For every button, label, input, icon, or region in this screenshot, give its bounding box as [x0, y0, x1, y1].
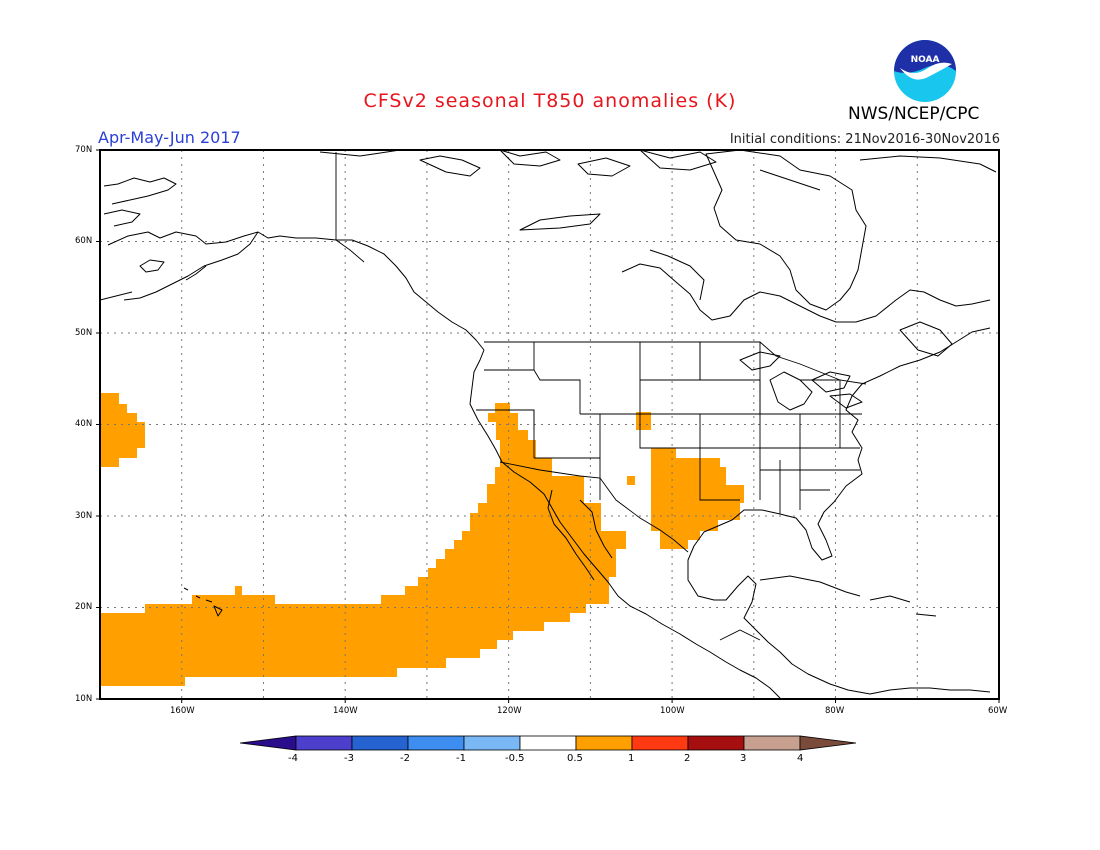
colorbar-label: 3: [740, 753, 747, 764]
lat-label: 60N: [75, 236, 93, 246]
lat-label: 30N: [75, 511, 93, 521]
colorbar: [239, 735, 857, 751]
political-borders: [335, 152, 867, 641]
colorbar-label: -4: [288, 753, 298, 764]
colorbar-label: 4: [797, 753, 804, 764]
colorbar-label: -0.5: [505, 753, 525, 764]
lat-label: 70N: [75, 145, 93, 155]
lon-label: 60W: [988, 706, 1008, 716]
anomaly-region: [100, 393, 744, 686]
logo-text: NOAA: [911, 55, 940, 65]
colorbar-segment: [575, 735, 633, 751]
colorbar-segment: [463, 735, 521, 751]
coastlines: [100, 150, 997, 699]
chart-title: CFSv2 seasonal T850 anomalies (K): [363, 90, 737, 112]
noaa-logo-icon: NOAA: [894, 40, 956, 102]
agency-label: NWS/NCEP/CPC: [848, 104, 980, 124]
colorbar-segment: [351, 735, 409, 751]
colorbar-arrow-right: [799, 735, 857, 751]
lat-label: 40N: [75, 419, 93, 429]
lat-label: 50N: [75, 328, 93, 338]
lon-label: 120W: [497, 706, 522, 716]
colorbar-segment: [687, 735, 745, 751]
colorbar-label: 2: [684, 753, 691, 764]
colorbar-label: 0.5: [567, 753, 583, 764]
colorbar-segment: [631, 735, 689, 751]
lat-label: 20N: [75, 602, 93, 612]
colorbar-label: -2: [400, 753, 410, 764]
colorbar-segment: [519, 735, 577, 751]
lat-lon-grid: [100, 150, 999, 699]
lon-label: 80W: [825, 706, 845, 716]
colorbar-arrow-left: [239, 735, 297, 751]
colorbar-label: -3: [344, 753, 354, 764]
colorbar-segment: [295, 735, 353, 751]
colorbar-label: -1: [456, 753, 466, 764]
season-label: Apr-May-Jun 2017: [98, 128, 241, 147]
lon-label: 100W: [660, 706, 685, 716]
lat-label: 10N: [75, 694, 93, 704]
lon-label: 140W: [333, 706, 358, 716]
colorbar-segment: [407, 735, 465, 751]
colorbar-label: 1: [628, 753, 635, 764]
colorbar-segment: [743, 735, 801, 751]
initial-conditions-label: Initial conditions: 21Nov2016-30Nov2016: [729, 132, 1000, 147]
lon-label: 160W: [170, 706, 195, 716]
